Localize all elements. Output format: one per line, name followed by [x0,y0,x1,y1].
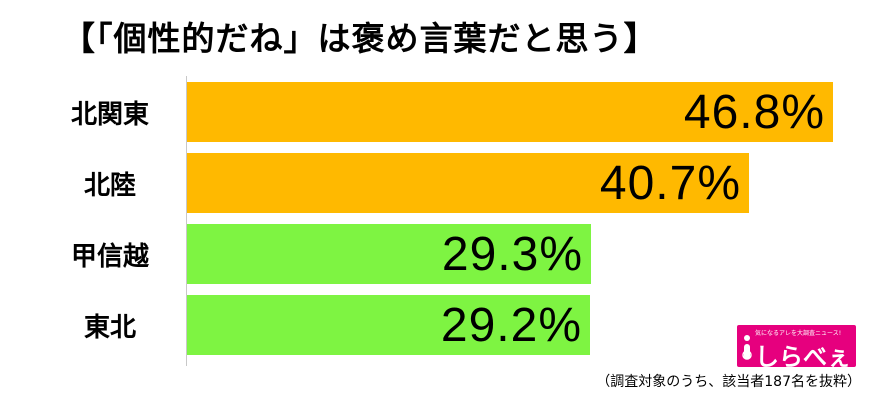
shirabee-logo: 気になるアレを大調査ニュース! しらべぇ [737,325,856,367]
bar [187,82,833,142]
chart-title: 【「個性的だね」は褒め言葉だと思う】 [62,19,658,58]
category-label: 甲信越 [70,241,149,272]
magnifier-i-icon [742,335,752,360]
value-label: 40.7% [599,156,741,210]
category-label: 北関東 [70,99,149,130]
category-label: 東北 [83,312,136,343]
category-label: 北陸 [83,170,136,201]
value-label: 29.2% [440,298,582,352]
logo-tagline: 気になるアレを大調査ニュース! [755,330,842,337]
bar-row: 東北 29.2% [0,295,877,355]
footnote: （調査対象のうち、該当者187名を抜粋） [596,374,861,390]
bar-row: 甲信越 29.3% [0,224,877,284]
value-label: 46.8% [683,85,825,139]
bar [187,224,591,284]
category-axis-line [186,76,187,366]
bar-row: 北陸 40.7% [0,153,877,213]
bar [187,295,590,355]
value-label: 29.3% [441,227,583,281]
bar [187,153,749,213]
bar-row: 北関東 46.8% [0,82,877,142]
logo-text: しらべぇ [755,343,851,367]
